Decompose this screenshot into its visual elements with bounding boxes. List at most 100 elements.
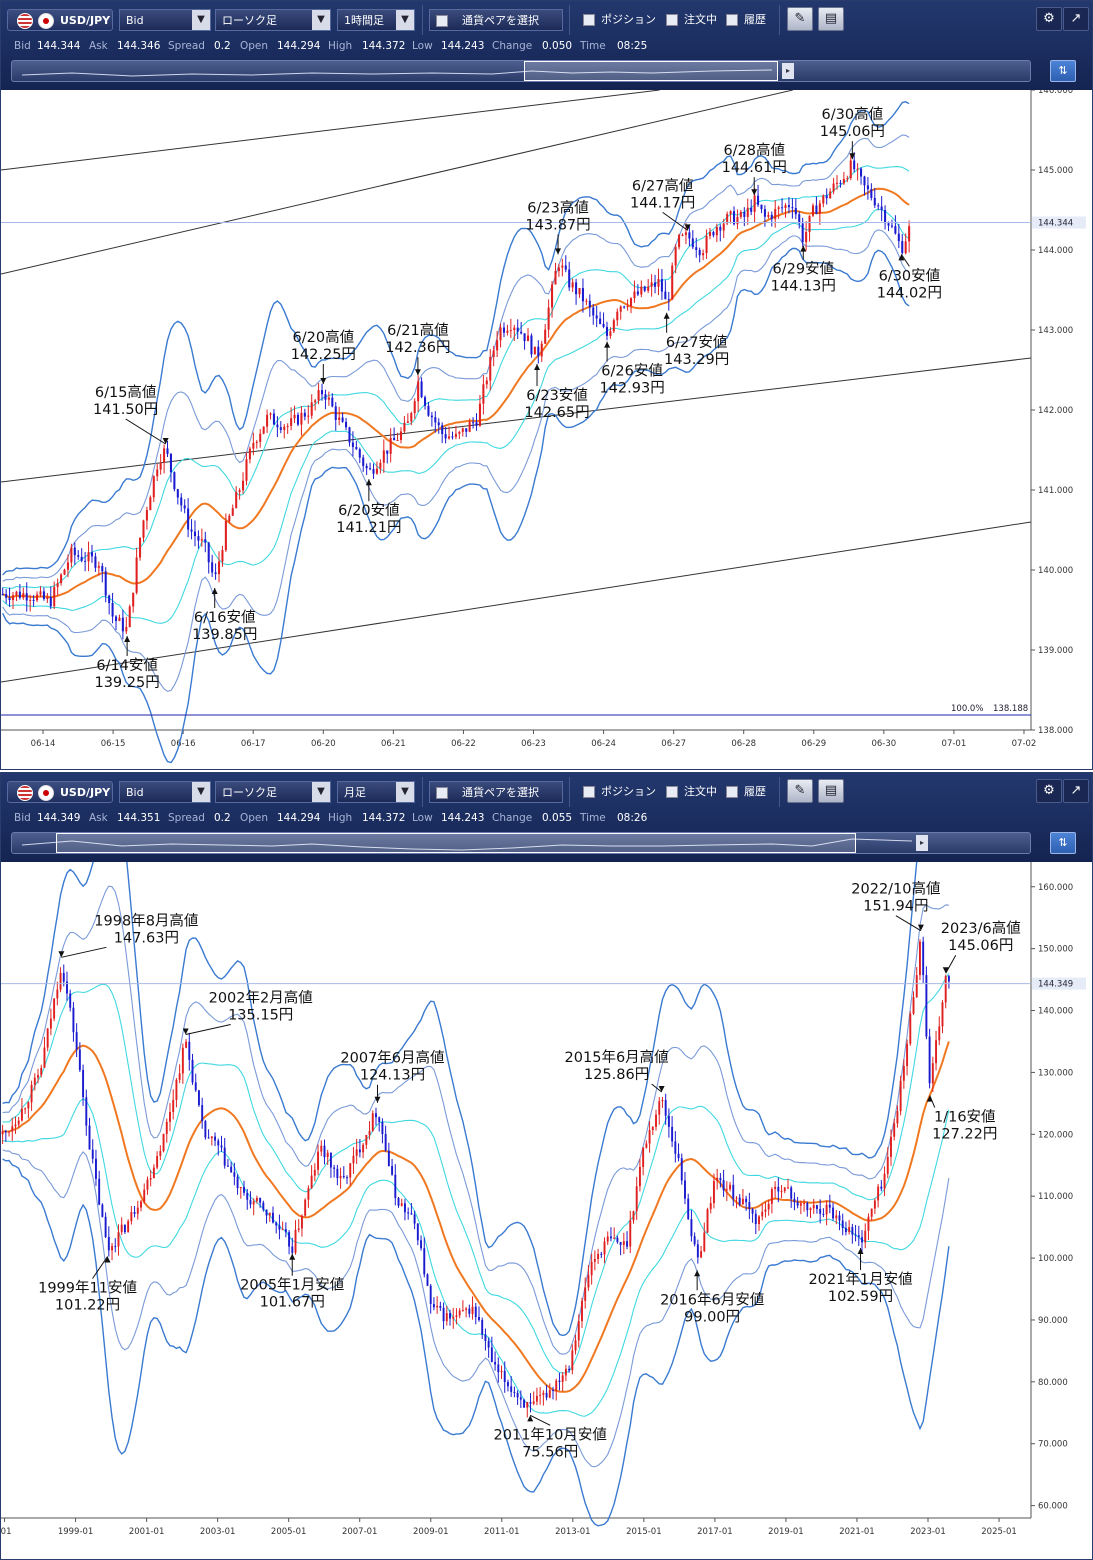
candle-body xyxy=(185,1041,188,1048)
candle-body xyxy=(166,448,169,454)
history-toggle[interactable]: 履歴 xyxy=(726,9,776,31)
annotation-date-label: 1998年8月高値 xyxy=(94,912,198,929)
zoom-fit-icon[interactable]: ⇅ xyxy=(1050,832,1076,854)
candle-body xyxy=(351,442,354,448)
gear-icon[interactable]: ⚙ xyxy=(1036,779,1062,803)
x-tick-label: 2023-01 xyxy=(910,1527,946,1537)
y-tick-label: 146.000 xyxy=(1038,90,1073,96)
scrollbar-thumb[interactable] xyxy=(56,833,856,853)
select-pair-label: 通貨ペアを選択 xyxy=(462,14,539,27)
candle-body xyxy=(513,1391,516,1393)
trend-line xyxy=(1,90,793,275)
candle-body xyxy=(413,401,416,414)
candle-body xyxy=(947,976,950,982)
chart-scrollbar[interactable]: ▸ xyxy=(11,832,1031,854)
orders-toggle[interactable]: 注文中 xyxy=(666,9,726,31)
candle-body xyxy=(191,1059,194,1083)
position-toggle[interactable]: ポジション xyxy=(583,9,663,31)
chart-type-select[interactable]: ローソク足 ▼ xyxy=(215,781,331,803)
currency-pair-button[interactable]: USD/JPY xyxy=(7,9,113,31)
y-tick-label: 130.000 xyxy=(1038,1068,1073,1078)
chart-scrollbar[interactable]: ▸ xyxy=(11,60,1031,82)
candle-body xyxy=(748,1202,751,1210)
candle-body xyxy=(224,521,227,551)
candle-body xyxy=(389,437,392,454)
popout-icon[interactable]: ↗ xyxy=(1063,779,1089,803)
position-checkbox[interactable] xyxy=(583,14,595,26)
candle-body xyxy=(375,468,378,474)
history-label: 履歴 xyxy=(744,785,766,798)
drawing-tool-icon[interactable]: ✎ xyxy=(787,779,813,803)
select-pair-button[interactable]: 通貨ペアを選択 xyxy=(429,9,563,31)
open-label: Open xyxy=(240,40,269,52)
candle-body xyxy=(829,191,832,199)
annotation-arrow xyxy=(125,418,166,445)
candle-body xyxy=(790,1187,793,1199)
indicator-window-icon[interactable]: ▤ xyxy=(818,7,844,31)
time-label: Time xyxy=(580,812,606,824)
candle-body xyxy=(120,1224,123,1233)
annotation-date-label: 6/16安値 xyxy=(194,609,256,626)
scrollbar-thumb[interactable] xyxy=(524,61,778,81)
high-label: High xyxy=(328,812,353,824)
hourly-candlestick-chart[interactable]: 146.000 145.000 144.000 143.000 142.000 141.0… xyxy=(1,90,1092,770)
candle-body xyxy=(856,168,859,170)
candle-body xyxy=(819,1208,822,1214)
timeframe-select[interactable]: 1時間足 ▼ xyxy=(337,9,415,31)
monthly-candlestick-chart[interactable]: 160.000 150.000 140.000 130.000 120.000 110.0… xyxy=(1,862,1092,1560)
orders-checkbox[interactable] xyxy=(666,786,678,798)
change-value: 0.050 xyxy=(542,40,573,52)
annotation-price-label: 141.21円 xyxy=(336,520,401,536)
candle-body xyxy=(706,1209,709,1233)
history-checkbox[interactable] xyxy=(726,14,738,26)
orders-toggle[interactable]: 注文中 xyxy=(666,781,726,803)
candle-body xyxy=(516,1392,519,1398)
currency-pair-button[interactable]: USD/JPY xyxy=(7,781,113,803)
position-toggle[interactable]: ポジション xyxy=(583,781,663,803)
select-pair-button[interactable]: 通貨ペアを選択 xyxy=(429,781,563,803)
candle-body xyxy=(37,1075,39,1078)
bollinger-band-lower-1 xyxy=(2,208,910,624)
candle-body xyxy=(760,204,763,210)
candle-body xyxy=(278,1225,281,1230)
candle-body xyxy=(252,1201,255,1205)
gear-icon[interactable]: ⚙ xyxy=(1036,7,1062,31)
quote-bar: Bid 144.349 Ask 144.351 Spread 0.2 Open … xyxy=(1,810,1092,828)
candle-body xyxy=(736,216,739,225)
candle-body xyxy=(619,306,622,312)
position-checkbox[interactable] xyxy=(583,786,595,798)
candle-body xyxy=(732,211,736,225)
candle-body xyxy=(197,1090,200,1106)
chart-type-select[interactable]: ローソク足 ▼ xyxy=(215,9,331,31)
candle-body xyxy=(78,1049,81,1070)
bollinger-band-upper-2 xyxy=(2,885,949,1355)
drawing-tool-icon[interactable]: ✎ xyxy=(787,7,813,31)
candle-body xyxy=(358,449,361,458)
fibonacci-level-label: 100.0% xyxy=(951,704,983,714)
scroll-right-icon[interactable]: ▸ xyxy=(916,835,928,851)
history-toggle[interactable]: 履歴 xyxy=(726,781,776,803)
candle-body xyxy=(633,291,636,299)
bollinger-band-upper-1 xyxy=(2,972,950,1374)
candle-body xyxy=(866,185,869,190)
candle-body xyxy=(809,1208,812,1211)
candle-body xyxy=(30,1084,33,1103)
candle-body xyxy=(844,1228,847,1233)
popout-icon[interactable]: ↗ xyxy=(1063,7,1089,31)
candle-body xyxy=(575,282,578,295)
scroll-right-icon[interactable]: ▸ xyxy=(782,63,794,79)
orders-checkbox[interactable] xyxy=(666,14,678,26)
quote-bar: Bid 144.344 Ask 144.346 Spread 0.2 Open … xyxy=(1,38,1092,56)
history-checkbox[interactable] xyxy=(726,786,738,798)
candle-body xyxy=(822,195,825,204)
candle-body xyxy=(780,1191,783,1193)
y-tick-label: 120.000 xyxy=(1038,1130,1073,1140)
price-type-select[interactable]: Bid ▼ xyxy=(119,781,211,803)
candle-body xyxy=(506,1381,509,1387)
timeframe-select[interactable]: 月足 ▼ xyxy=(337,781,415,803)
indicator-window-icon[interactable]: ▤ xyxy=(818,779,844,803)
candle-body xyxy=(235,492,238,509)
candle-body xyxy=(279,427,282,430)
price-type-select[interactable]: Bid ▼ xyxy=(119,9,211,31)
zoom-fit-icon[interactable]: ⇅ xyxy=(1050,60,1076,82)
